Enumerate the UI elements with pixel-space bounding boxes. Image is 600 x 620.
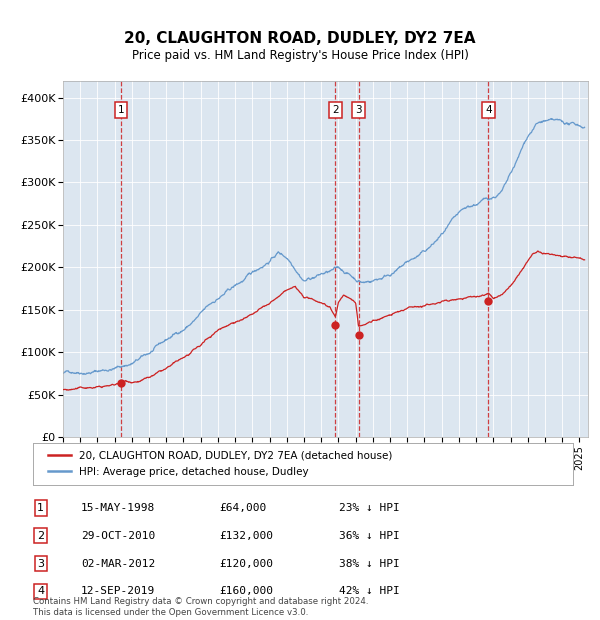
Text: 23% ↓ HPI: 23% ↓ HPI <box>339 503 400 513</box>
Text: £64,000: £64,000 <box>219 503 266 513</box>
Text: 12-SEP-2019: 12-SEP-2019 <box>81 587 155 596</box>
Text: 3: 3 <box>355 105 362 115</box>
Text: 29-OCT-2010: 29-OCT-2010 <box>81 531 155 541</box>
Text: 02-MAR-2012: 02-MAR-2012 <box>81 559 155 569</box>
Text: 4: 4 <box>485 105 491 115</box>
Text: Price paid vs. HM Land Registry's House Price Index (HPI): Price paid vs. HM Land Registry's House … <box>131 50 469 62</box>
Text: 42% ↓ HPI: 42% ↓ HPI <box>339 587 400 596</box>
Text: 20, CLAUGHTON ROAD, DUDLEY, DY2 7EA: 20, CLAUGHTON ROAD, DUDLEY, DY2 7EA <box>124 31 476 46</box>
Text: Contains HM Land Registry data © Crown copyright and database right 2024.
This d: Contains HM Land Registry data © Crown c… <box>33 598 368 617</box>
Text: 2: 2 <box>37 531 44 541</box>
Text: 15-MAY-1998: 15-MAY-1998 <box>81 503 155 513</box>
Text: 1: 1 <box>118 105 124 115</box>
Text: £160,000: £160,000 <box>219 587 273 596</box>
Text: 38% ↓ HPI: 38% ↓ HPI <box>339 559 400 569</box>
Text: £120,000: £120,000 <box>219 559 273 569</box>
Text: £132,000: £132,000 <box>219 531 273 541</box>
Text: 36% ↓ HPI: 36% ↓ HPI <box>339 531 400 541</box>
Text: 3: 3 <box>37 559 44 569</box>
Text: 4: 4 <box>37 587 44 596</box>
Text: 1: 1 <box>37 503 44 513</box>
Text: 2: 2 <box>332 105 339 115</box>
Legend: 20, CLAUGHTON ROAD, DUDLEY, DY2 7EA (detached house), HPI: Average price, detach: 20, CLAUGHTON ROAD, DUDLEY, DY2 7EA (det… <box>44 447 397 480</box>
